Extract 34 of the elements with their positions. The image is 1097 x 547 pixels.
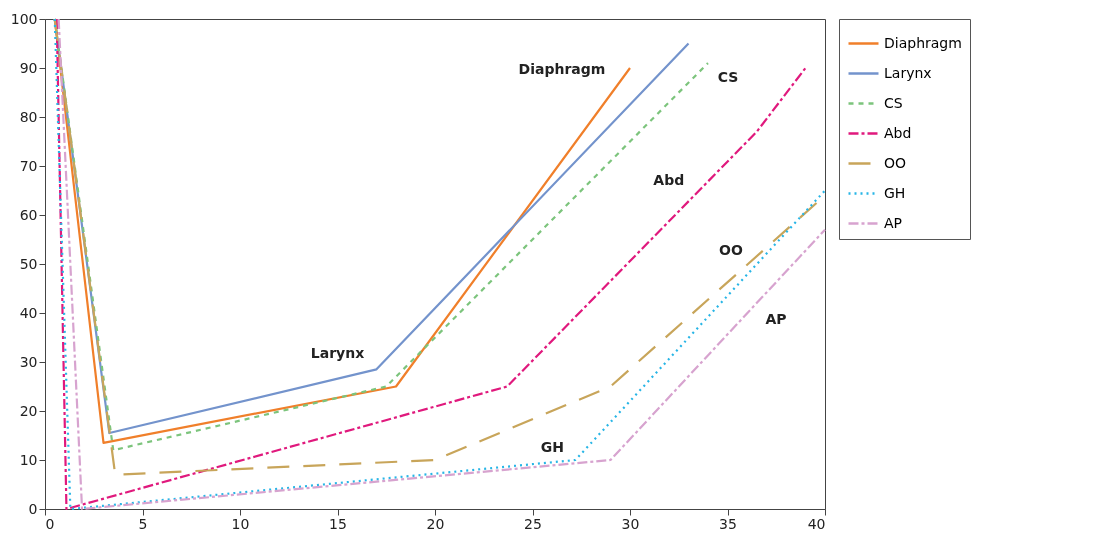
text: OO [719, 242, 743, 259]
y-tick-label: 20 [19, 402, 38, 419]
text: Diaphragm [518, 61, 606, 77]
y-tick-label: 70 [19, 157, 38, 174]
legend-label: Abd [884, 124, 912, 141]
text: AP [765, 310, 787, 327]
text: Larynx [310, 345, 365, 362]
x-tick-label: 20 [426, 515, 445, 532]
y-tick-label: 80 [19, 108, 38, 125]
y-tick-label: 50 [19, 255, 38, 272]
legend-label: AP [884, 214, 903, 231]
x-tick-label: 35 [719, 515, 737, 532]
x-tick-label: 25 [524, 515, 542, 532]
text: CS [717, 69, 739, 86]
x-tick-label: 30 [621, 515, 640, 532]
text: GH [540, 439, 565, 455]
x-tick-label: 10 [231, 515, 250, 532]
y-tick-label: 100 [10, 10, 38, 27]
x-tick-label: 5 [138, 515, 148, 532]
legend-label: Diaphragm [884, 34, 962, 51]
text: Abd [653, 171, 685, 188]
x-tick-label: 40 [807, 515, 826, 532]
legend-label: Larynx [884, 64, 932, 81]
legend-label: CS [884, 94, 903, 111]
y-tick-label: 40 [19, 304, 38, 321]
y-tick-label: 90 [19, 59, 38, 76]
y-tick-label: 60 [19, 206, 38, 223]
y-tick-label: 10 [19, 451, 38, 468]
y-tick-label: 0 [28, 500, 38, 517]
legend-label: OO [884, 154, 907, 171]
x-tick-label: 15 [329, 515, 347, 532]
legend-label: GH [884, 184, 906, 201]
x-tick-label: 0 [45, 515, 55, 532]
y-tick-label: 30 [19, 353, 38, 370]
